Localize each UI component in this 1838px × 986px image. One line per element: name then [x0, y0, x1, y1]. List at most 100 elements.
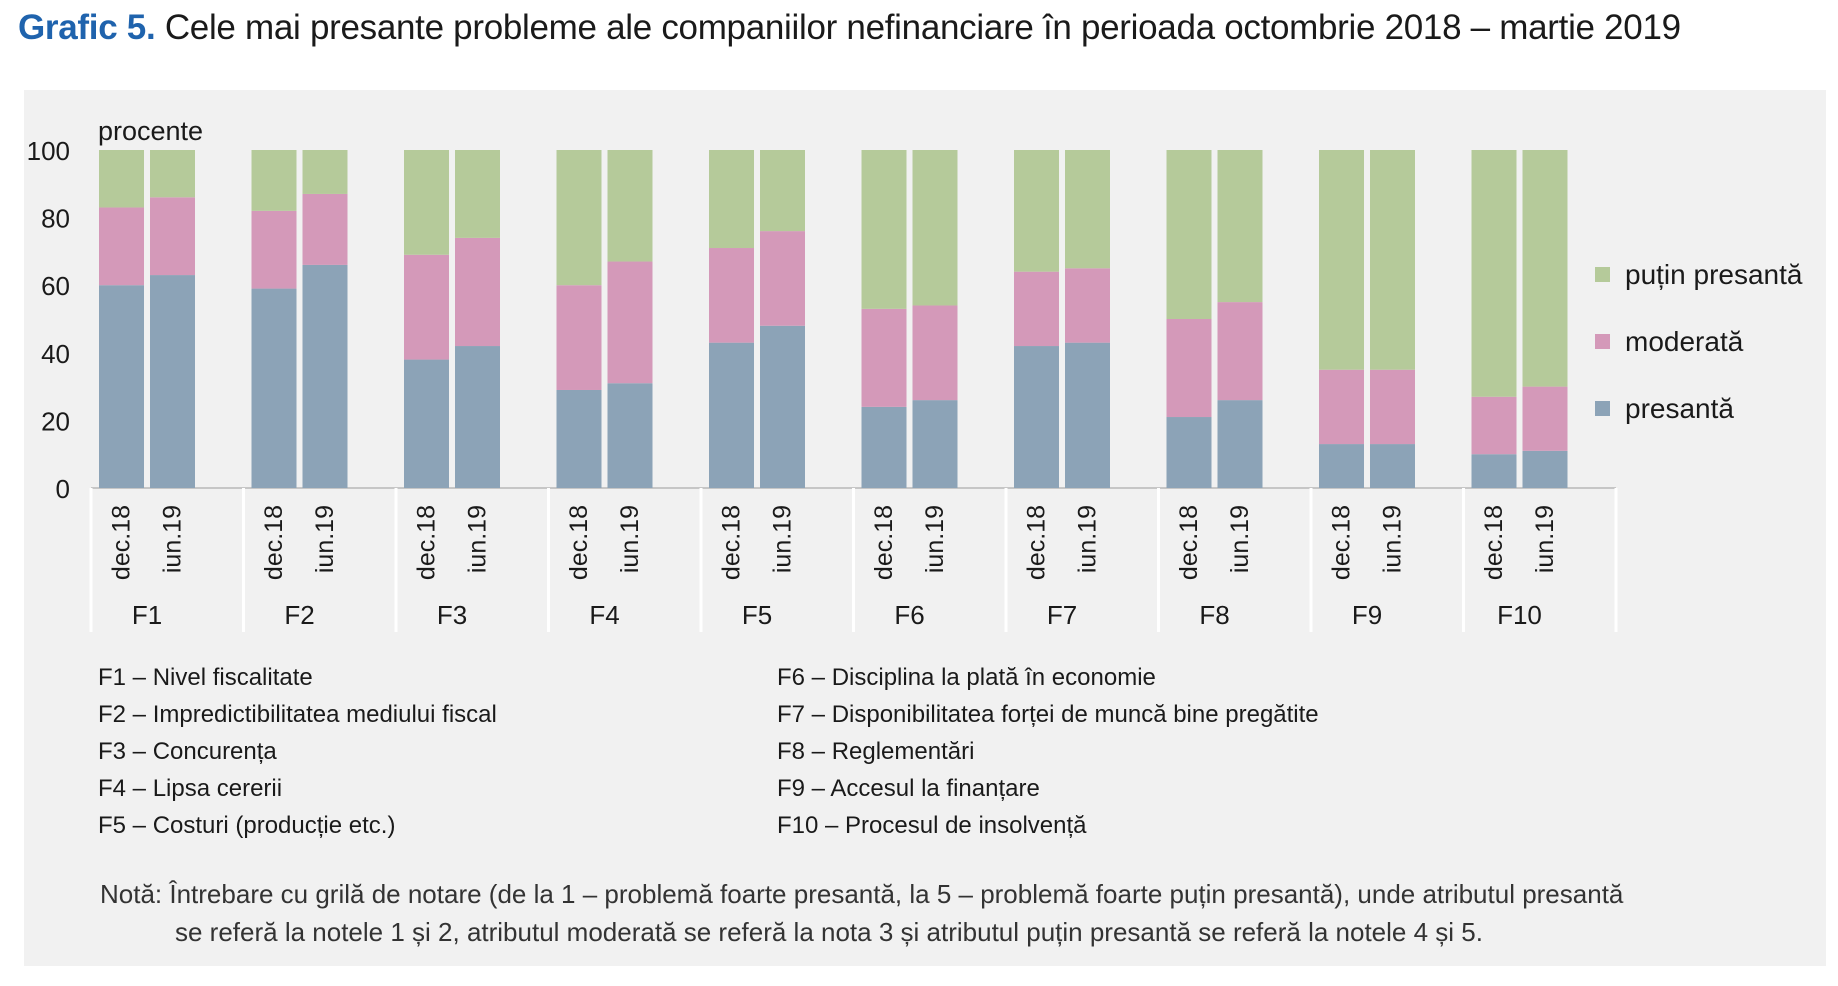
bar-segment	[251, 288, 297, 488]
bar-segment	[1014, 271, 1059, 347]
bar-segment	[404, 359, 449, 488]
bar-segment	[99, 207, 144, 286]
group-tick-label: F6	[894, 600, 924, 630]
bar-segment	[1370, 150, 1415, 370]
factor-definition: F3 – Concurența	[98, 738, 277, 765]
bar-segment	[251, 150, 297, 211]
bar-segment	[556, 389, 602, 488]
bar-segment	[1370, 369, 1415, 445]
bar-segment	[556, 285, 602, 390]
bar-segment	[99, 285, 144, 488]
y-tick-label: 100	[27, 136, 70, 166]
period-tick-label: iun.19	[921, 505, 949, 573]
bar-segment	[1166, 319, 1212, 418]
legend-label: moderată	[1625, 326, 1744, 357]
bar-segment	[709, 248, 754, 343]
group-tick-label: F9	[1352, 600, 1382, 630]
period-tick-label: iun.19	[616, 505, 644, 573]
chart-note: Notă: Întrebare cu grilă de notare (de l…	[100, 875, 1800, 951]
bar-segment	[302, 193, 348, 265]
bar-segment	[760, 150, 805, 232]
bar-segment	[760, 231, 805, 326]
period-tick-label: dec.18	[413, 505, 441, 580]
period-tick-label: iun.19	[464, 505, 492, 573]
bar-segment	[1014, 346, 1059, 488]
period-tick-label: dec.18	[718, 505, 746, 580]
group-tick-label: F7	[1047, 600, 1077, 630]
group-tick-label: F8	[1199, 600, 1229, 630]
bar-segment	[150, 197, 195, 276]
period-tick-label: iun.19	[159, 505, 187, 573]
bar-segment	[1522, 450, 1568, 488]
bar-segment	[251, 210, 297, 289]
bar-segment	[861, 150, 907, 309]
period-tick-label: iun.19	[1379, 505, 1407, 573]
factor-definition: F1 – Nivel fiscalitate	[98, 664, 313, 691]
bar-segment	[861, 308, 907, 407]
bar-segment	[1065, 342, 1110, 488]
period-tick-label: dec.18	[108, 505, 136, 580]
legend-label: puțin presantă	[1625, 259, 1803, 290]
bar-segment	[607, 150, 653, 262]
period-tick-label: dec.18	[1175, 505, 1203, 580]
bar-segment	[404, 150, 449, 255]
period-tick-label: iun.19	[1226, 505, 1254, 573]
bar-segment	[760, 325, 805, 488]
bar-segment	[455, 150, 500, 238]
bar-segment	[404, 254, 449, 360]
y-tick-label: 80	[41, 204, 70, 234]
legend-swatch	[1595, 267, 1610, 282]
bar-segment	[1319, 369, 1364, 445]
bar-segment	[1471, 150, 1517, 397]
group-tick-label: F2	[284, 600, 314, 630]
period-tick-label: iun.19	[769, 505, 797, 573]
factor-definition: F5 – Costuri (producție etc.)	[98, 812, 396, 839]
bar-segment	[1166, 417, 1212, 488]
bar-segment	[1065, 268, 1110, 343]
bar-segment	[912, 400, 958, 488]
period-tick-label: iun.19	[1531, 505, 1559, 573]
period-tick-label: iun.19	[1074, 505, 1102, 573]
bar-segment	[1522, 386, 1568, 451]
bar-segment	[1217, 400, 1263, 488]
bar-segment	[1319, 444, 1364, 488]
bar-segment	[1522, 150, 1568, 387]
group-tick-label: F4	[589, 600, 619, 630]
group-tick-label: F5	[742, 600, 772, 630]
bar-segment	[607, 383, 653, 488]
bar-segment	[1319, 150, 1364, 370]
chart-title-label: Grafic 5.	[18, 8, 156, 47]
bar-segment	[455, 237, 500, 347]
bar-segment	[455, 346, 500, 488]
note-line-1: Notă: Întrebare cu grilă de notare (de l…	[100, 879, 1624, 909]
factor-definition: F9 – Accesul la finanțare	[777, 775, 1040, 802]
factor-definition: F10 – Procesul de insolvență	[777, 812, 1087, 839]
legend-label: presantă	[1625, 393, 1734, 424]
bar-segment	[1370, 444, 1415, 488]
stacked-bar-chart: procente 0 20 40 60 80 100 dec.18 iun.19 F1 dec.18…	[27, 116, 1803, 632]
period-tick-label: dec.18	[565, 505, 593, 580]
bar-segment	[150, 150, 195, 198]
period-tick-label: dec.18	[1328, 505, 1356, 580]
factor-definition: F8 – Reglementări	[777, 738, 975, 765]
bar-segment	[302, 150, 348, 194]
bar-segment	[556, 150, 602, 286]
legend-swatch	[1595, 334, 1610, 349]
bar-segment	[709, 150, 754, 249]
factor-definition: F6 – Disciplina la plată în economie	[777, 664, 1156, 691]
y-tick-label: 40	[41, 339, 70, 369]
bar-segment	[861, 406, 907, 488]
period-tick-label: dec.18	[260, 505, 288, 580]
bar-segment	[1217, 302, 1263, 401]
chart-title-text: Cele mai presante probleme ale companiil…	[164, 8, 1681, 47]
bar-segment	[709, 342, 754, 488]
y-tick-label: 60	[41, 271, 70, 301]
factor-definition: F2 – Impredictibilitatea mediului fiscal	[98, 701, 497, 728]
bar-segment	[1217, 150, 1263, 303]
y-axis-label: procente	[98, 116, 203, 146]
period-tick-label: dec.18	[1480, 505, 1508, 580]
y-tick-label: 20	[41, 406, 70, 436]
group-tick-label: F3	[437, 600, 467, 630]
bar-segment	[912, 305, 958, 401]
bar-segment	[1471, 454, 1517, 488]
